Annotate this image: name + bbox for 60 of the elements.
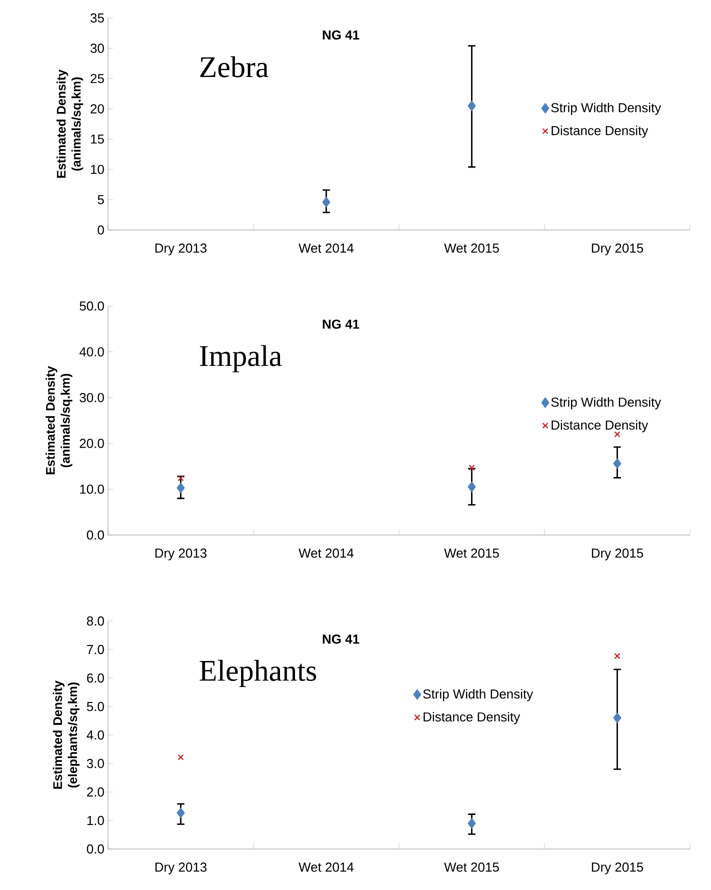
x-tick-label: Wet 2014 — [298, 244, 354, 253]
y-tick-label: 10.0 — [80, 484, 104, 494]
y-tick-label: 4.0 — [86, 730, 104, 740]
y-tick-label: 0 — [98, 225, 104, 235]
point — [176, 482, 185, 493]
text: NG 41 — [322, 320, 360, 329]
y-tick-label: 5 — [98, 195, 104, 204]
y-tick-label: 1.0 — [87, 816, 104, 826]
y-tick-label: 30.0 — [80, 393, 104, 402]
x-tick-label: Dry 2015 — [592, 862, 644, 874]
y-tick-label: 50.0 — [80, 301, 104, 311]
x-tick-label: Dry 2013 — [155, 548, 207, 560]
y-tick-label: 20.0 — [80, 438, 104, 448]
y-tick-label: 6.0 — [87, 673, 104, 683]
point — [614, 652, 620, 660]
x-tick-label: Dry 2013 — [155, 862, 207, 874]
y-axis-title: Estimated Density (animals/sq.km) — [46, 366, 72, 474]
x-tick-label: Wet 2015 — [444, 244, 499, 253]
legend-label: Distance Density — [552, 126, 648, 138]
y-tick-label: 8.0 — [86, 616, 104, 626]
legend-label: Distance Density — [424, 712, 520, 724]
y-tick-label: 5.0 — [86, 702, 104, 712]
x-tick-label: Dry 2013 — [155, 244, 207, 256]
y-tick-label: 40.0 — [79, 347, 104, 356]
point — [178, 475, 184, 482]
point — [613, 458, 622, 469]
x-tick-label: Wet 2015 — [444, 548, 499, 558]
legend-label: Strip Width Density — [551, 397, 662, 410]
legend-label: Strip Width Density — [551, 102, 662, 115]
y-tick-label: 0.0 — [86, 530, 104, 540]
point — [178, 754, 184, 760]
point — [176, 808, 185, 818]
x-tick-label: Dry 2015 — [592, 244, 644, 256]
point — [468, 482, 476, 492]
annotation: Zebra — [200, 56, 268, 78]
y-tick-label: 35 — [90, 13, 104, 23]
x-tick-label: Wet 2014 — [298, 862, 354, 872]
legend-label: Strip Width Density — [423, 689, 534, 702]
x-tick-label: Wet 2014 — [298, 548, 354, 558]
point — [468, 818, 476, 828]
y-axis-title: Estimated Density (animals/sq.km) — [56, 70, 84, 178]
legend-label: Distance Density — [552, 420, 648, 432]
y-tick-label: 15 — [90, 134, 104, 144]
y-tick-label: 0.0 — [86, 844, 104, 854]
y-tick-label: 3.0 — [86, 758, 104, 768]
y-tick-label: 7.0 — [87, 644, 104, 654]
x-tick-label: Dry 2015 — [592, 548, 644, 560]
y-tick-label: 2.0 — [87, 787, 104, 797]
y-axis-title: Estimated Density (elephants/sq.km) — [52, 680, 80, 789]
point — [613, 712, 622, 724]
y-tick-label: 20 — [90, 104, 104, 114]
annotation: Elephants — [200, 660, 316, 688]
text: NG 41 — [322, 634, 360, 644]
x-tick-label: Wet 2015 — [444, 862, 499, 872]
y-tick-label: 25 — [90, 74, 104, 84]
text: NG 41 — [322, 30, 360, 40]
y-tick-label: 10 — [90, 164, 104, 174]
point — [468, 464, 475, 471]
annotation: Impala — [200, 345, 282, 372]
y-tick-label: 30 — [90, 44, 104, 53]
